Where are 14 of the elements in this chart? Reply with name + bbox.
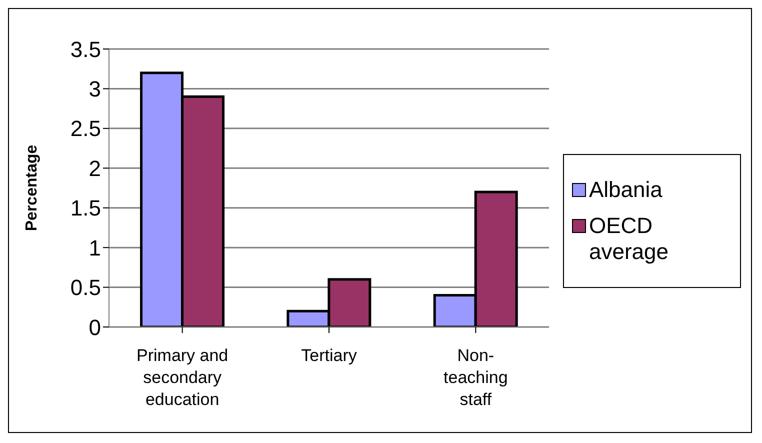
y-axis-title: Percentage xyxy=(24,144,41,232)
y-tick-label: 3 xyxy=(88,76,101,102)
y-tick-label: 0 xyxy=(88,314,101,340)
y-tick-label: 3.5 xyxy=(70,36,101,62)
legend-label: OECD average xyxy=(589,212,669,264)
y-tick-label: 1.5 xyxy=(70,196,101,221)
x-tick-label: Primary and secondary education xyxy=(136,346,228,409)
y-tick-label: 1 xyxy=(88,235,101,260)
y-tick-label: 2.5 xyxy=(70,116,101,142)
y-tick-label: 0.5 xyxy=(70,275,101,300)
y-tick-label: 2 xyxy=(88,156,101,181)
x-tick-label: Tertiary xyxy=(301,346,358,365)
legend-label: Albania xyxy=(589,176,662,202)
x-tick-label: Non-teaching staff xyxy=(444,346,508,409)
